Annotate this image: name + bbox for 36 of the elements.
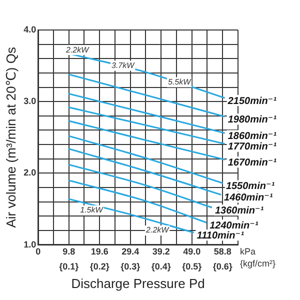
x-tick-label: 29.4 xyxy=(122,246,140,257)
series-label: 1670min⁻¹ xyxy=(228,157,278,168)
text: {kgf/cm²} xyxy=(240,258,276,268)
annotation: 2.2kW xyxy=(65,45,90,54)
x2-tick-label: {0.5} xyxy=(182,261,202,272)
y-axis-title: Air volume (m³/min at 20℃) Qs xyxy=(3,46,18,228)
y-tick-label: 4.0 xyxy=(24,24,36,34)
y-tick-label: 2.0 xyxy=(24,168,36,178)
y-tick-label: 3.0 xyxy=(24,96,36,106)
x-axis-title: Discharge Pressure Pd xyxy=(71,276,205,291)
annotation: 3.7kW xyxy=(112,61,136,70)
x-tick-label: 9.8 xyxy=(62,246,76,257)
series-label: 1980min⁻¹ xyxy=(228,114,278,126)
x2-tick-label: {0.6} xyxy=(212,261,233,272)
x-tick-label: 58.8 xyxy=(214,246,232,257)
text: kPa xyxy=(240,246,256,256)
annotation: 1.5kW xyxy=(80,206,104,215)
x-tick-label: 0 xyxy=(36,246,41,257)
x-tick-label: 49.0 xyxy=(183,246,201,257)
series-label: 1360min⁻¹ xyxy=(214,205,264,216)
annotation: 2.2kW xyxy=(145,226,170,235)
series-label: 1550min⁻¹ xyxy=(226,180,276,192)
series-label: 2150min⁻¹ xyxy=(226,96,278,107)
y-tick-label: 1.0 xyxy=(24,239,36,250)
series-label: 1460min⁻¹ xyxy=(224,192,274,204)
annotation: 5.5kW xyxy=(168,77,192,86)
x2-tick-label: {0.2} xyxy=(90,261,110,272)
series-label: 1110min⁻¹ xyxy=(196,230,245,242)
x2-tick-label: {0.4} xyxy=(151,261,172,272)
x2-tick-label: {0.1} xyxy=(59,261,80,272)
series-label: 1860min⁻¹ xyxy=(228,130,278,142)
x-tick-label: 19.6 xyxy=(90,246,108,257)
x2-tick-label: {0.3} xyxy=(120,261,141,272)
series-label: 1240min⁻¹ xyxy=(210,220,259,232)
series-label: 1770min⁻¹ xyxy=(228,142,278,153)
x-tick-label: 39.2 xyxy=(152,246,170,257)
